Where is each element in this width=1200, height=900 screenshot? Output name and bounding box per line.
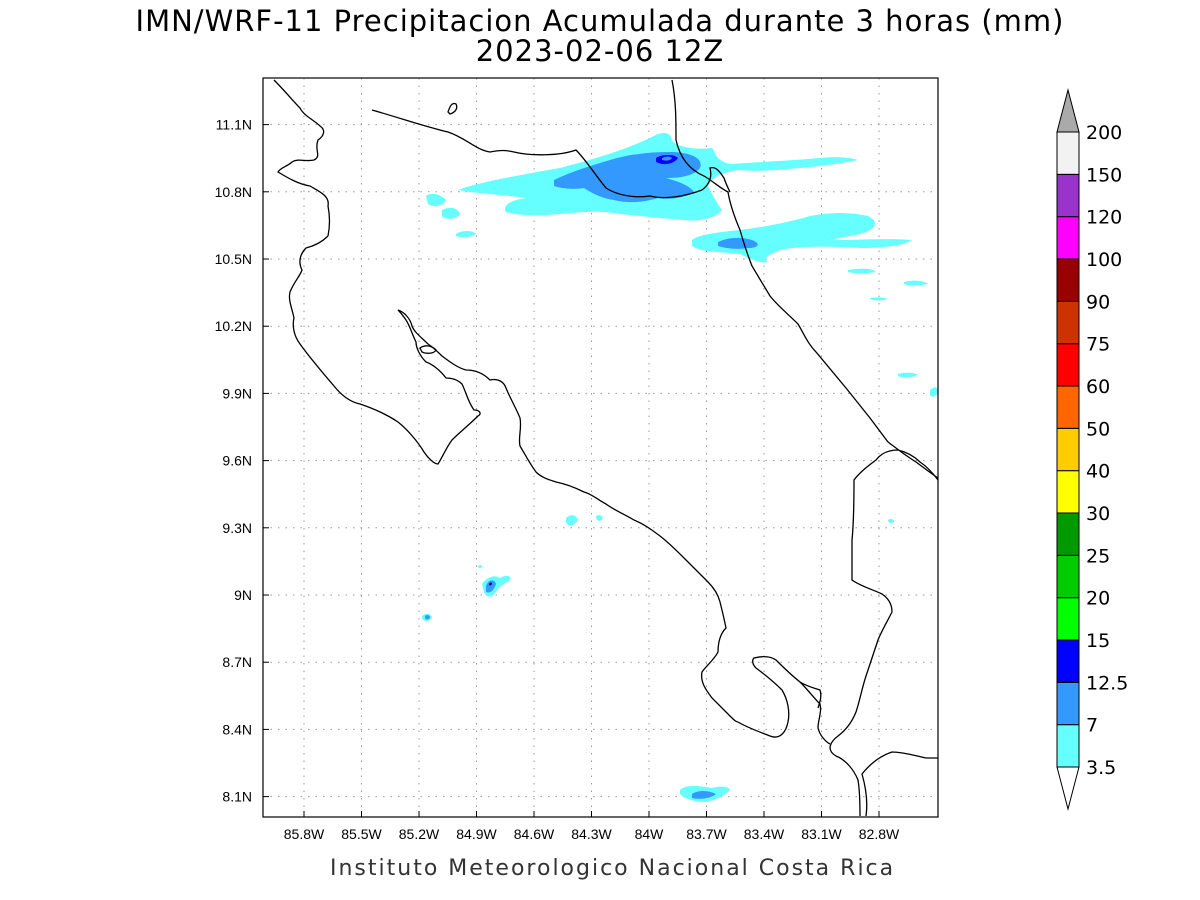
colorbar-label: 150 xyxy=(1086,164,1122,186)
lon-tick-label: 82.8W xyxy=(859,826,900,842)
colorbar-swatch xyxy=(1056,512,1080,556)
colorbar-swatch xyxy=(1056,216,1080,260)
lon-tick-label: 84.3W xyxy=(571,826,612,842)
map-title: IMN/WRF-11 Precipitacion Acumulada duran… xyxy=(135,4,1065,38)
lat-tick-label: 10.5N xyxy=(215,251,252,267)
precip-patch-central xyxy=(566,515,578,526)
colorbar-swatch xyxy=(1056,300,1080,345)
lon-tick-label: 84W xyxy=(635,826,665,842)
osa-peninsula xyxy=(737,656,831,745)
colorbar: 3.5 7 12.5 15 20 25 30 40 50 60 75 90 100 120 150 200 xyxy=(1056,88,1128,811)
colorbar-label: 90 xyxy=(1086,291,1110,313)
lon-tick-label: 85.5W xyxy=(341,826,382,842)
colorbar-swatch xyxy=(1056,173,1080,218)
nicaragua-coast-north xyxy=(273,79,331,237)
lat-tick-label: 9.6N xyxy=(222,453,252,469)
colorbar-label: 15 xyxy=(1086,630,1110,652)
colorbar-swatch xyxy=(1056,427,1080,472)
lon-tick-label: 84.9W xyxy=(456,826,497,842)
colorbar-label: 200 xyxy=(1086,122,1122,144)
colorbar-label: 40 xyxy=(1086,461,1110,483)
precip-patch-east-3 xyxy=(870,297,888,301)
colorbar-label: 75 xyxy=(1086,334,1110,356)
colorbar-label: 7 xyxy=(1086,715,1098,737)
precip-band-north-2 xyxy=(692,213,912,263)
precip-patch-east-5 xyxy=(930,387,938,397)
golfo-dulce xyxy=(799,681,822,709)
lat-tick-label: 11.1N xyxy=(216,117,252,133)
panama-coast-south xyxy=(861,751,938,817)
colorbar-swatch xyxy=(1056,343,1080,387)
island-north xyxy=(447,102,458,115)
colorbar-label: 60 xyxy=(1086,376,1110,398)
colorbar-label: 25 xyxy=(1086,545,1110,567)
precip-patch-west-2 xyxy=(442,207,460,219)
precip-core-7mm-2 xyxy=(718,237,758,249)
precip-patch-south-3 xyxy=(478,564,482,569)
colorbar-under-triangle xyxy=(1056,766,1080,811)
lon-tick-label: 85.8W xyxy=(284,826,325,842)
colorbar-label: 30 xyxy=(1086,503,1110,525)
colorbar-label: 100 xyxy=(1086,249,1122,271)
precip-core-7mm-5 xyxy=(425,614,430,620)
panama-border xyxy=(829,449,939,817)
lon-tick-labels: 85.8W 85.5W 85.2W 84.9W 84.6W 84.3W 84W 83.7W 83… xyxy=(284,826,900,842)
precip-core-12mm-inner xyxy=(662,156,672,161)
lon-tick-label: 83.1W xyxy=(801,826,842,842)
grid-lines xyxy=(263,78,938,817)
precip-patch-central-2 xyxy=(596,515,603,521)
colorbar-over-triangle xyxy=(1056,88,1080,133)
colorbar-label: 50 xyxy=(1086,418,1110,440)
lat-tick-label: 9.9N xyxy=(222,385,252,401)
precip-patch-east-4 xyxy=(898,372,918,378)
precip-patch-west-3 xyxy=(456,231,476,238)
costa-rica-pacific-coast xyxy=(288,235,739,723)
colorbar-swatch xyxy=(1056,470,1080,514)
lat-tick-label: 8.7N xyxy=(222,654,252,670)
colorbar-swatch xyxy=(1056,639,1080,683)
precipitation-field xyxy=(422,133,938,802)
lat-tick-label: 8.4N xyxy=(222,721,252,737)
lat-tick-label: 10.2N xyxy=(215,318,252,334)
map-date: 2023-02-06 12Z xyxy=(475,34,725,68)
colorbar-swatch xyxy=(1056,597,1080,641)
footer-credit: Instituto Meteorologico Nacional Costa R… xyxy=(330,856,896,881)
precip-patch-east-2 xyxy=(904,280,928,286)
colorbar-label: 12.5 xyxy=(1086,672,1128,694)
precip-patch-east-6 xyxy=(888,518,894,524)
coastlines xyxy=(273,79,939,817)
lat-tick-labels: 11.1N 10.8N 10.5N 10.2N 9.9N 9.6N 9.3N 9N 8.7N 8.… xyxy=(215,117,252,805)
lat-tick-label: 9.3N xyxy=(222,520,252,536)
precip-patch-east-1 xyxy=(848,268,876,274)
colorbar-swatch xyxy=(1056,681,1080,726)
precip-core-7mm-4 xyxy=(486,580,496,593)
lon-tick-label: 85.2W xyxy=(399,826,440,842)
colorbar-swatch xyxy=(1056,554,1080,599)
lon-tick-label: 83.4W xyxy=(744,826,785,842)
precip-core-7mm-3 xyxy=(692,791,716,799)
colorbar-label: 20 xyxy=(1086,588,1110,610)
colorbar-label: 120 xyxy=(1086,207,1122,229)
nicoya-inner-loop xyxy=(419,345,437,354)
precip-core-7mm xyxy=(554,152,701,203)
colorbar-swatch xyxy=(1056,131,1080,175)
lat-tick-label: 9N xyxy=(234,587,252,603)
precip-core-12mm-2 xyxy=(489,582,492,586)
colorbar-swatch xyxy=(1056,724,1080,768)
colorbar-swatch xyxy=(1056,258,1080,302)
costa-rica-caribbean-coast xyxy=(671,79,939,479)
precip-patch-west xyxy=(426,193,446,207)
lon-tick-label: 83.7W xyxy=(686,826,727,842)
lat-tick-label: 10.8N xyxy=(215,184,252,200)
map-frame xyxy=(262,77,939,818)
colorbar-swatch xyxy=(1056,385,1080,429)
lon-tick-label: 84.6W xyxy=(514,826,555,842)
nicaragua-costa-rica-border xyxy=(371,109,731,199)
lat-tick-label: 8.1N xyxy=(222,789,252,805)
colorbar-label: 3.5 xyxy=(1086,757,1116,779)
